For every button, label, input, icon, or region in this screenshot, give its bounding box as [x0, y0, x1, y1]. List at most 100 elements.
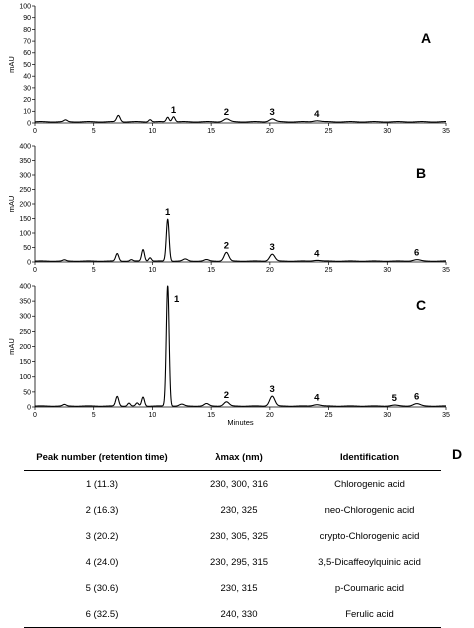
y-tick-label: 20 — [23, 97, 31, 104]
column-header-lambda-max: λmax (nm) — [180, 444, 298, 471]
table-row: 3 (20.2) 230, 305, 325 crypto-Chlorogeni… — [24, 523, 441, 549]
identification-cell: Ferulic acid — [298, 601, 441, 628]
table-row: 2 (16.3) 230, 325 neo-Chlorogenic acid — [24, 497, 441, 523]
peak-label-6: 6 — [414, 392, 419, 403]
x-tick-label: 20 — [266, 128, 274, 135]
x-tick-label: 0 — [33, 267, 37, 274]
y-tick-label: 100 — [19, 3, 31, 10]
x-tick-label: 5 — [92, 412, 96, 419]
panel-letter-b: B — [416, 165, 426, 181]
peak-label-4: 4 — [314, 109, 320, 120]
y-tick-label: 90 — [23, 15, 31, 22]
peak-label-1: 1 — [171, 105, 177, 116]
table-row: 6 (32.5) 240, 330 Ferulic acid — [24, 601, 441, 628]
x-tick-label: 20 — [266, 412, 274, 419]
y-tick-label: 30 — [23, 85, 31, 92]
x-tick-label: 0 — [33, 412, 37, 419]
y-tick-label: 60 — [23, 50, 31, 57]
panel-letter-a: A — [421, 30, 431, 46]
table-row: 1 (11.3) 230, 300, 316 Chlorogenic acid — [24, 471, 441, 498]
peak-number-cell: 1 (11.3) — [85, 478, 119, 490]
peak-label-4: 4 — [314, 248, 320, 259]
chromatogram-trace — [34, 114, 447, 123]
x-tick-label: 25 — [325, 412, 333, 419]
peak-number-cell: 5 (30.6) — [85, 582, 119, 594]
peak-label-2: 2 — [224, 390, 229, 401]
y-tick-label: 70 — [23, 39, 31, 46]
y-tick-label: 400 — [19, 283, 31, 290]
column-header-identification: Identification — [298, 444, 441, 471]
y-tick-label: 40 — [23, 74, 31, 81]
y-tick-label: 50 — [23, 389, 31, 396]
lambda-max-cell: 230, 295, 315 — [209, 556, 269, 568]
y-tick-label: 350 — [19, 158, 31, 165]
x-tick-label: 0 — [33, 128, 37, 135]
peak-label-4: 4 — [314, 393, 320, 404]
x-tick-label: 15 — [207, 412, 215, 419]
y-tick-label: 0 — [27, 259, 31, 266]
lambda-max-cell: 230, 300, 316 — [209, 478, 269, 490]
peak-identification-table-panel: Peak number (retention time) λmax (nm) I… — [0, 436, 474, 628]
peak-number-cell: 3 (20.2) — [85, 530, 119, 542]
peak-number-cell: 2 (16.3) — [85, 504, 119, 516]
identification-cell: 3,5-Dicaffeoylquinic acid — [318, 556, 421, 568]
y-tick-label: 250 — [19, 329, 31, 336]
y-axis-title: mAU — [7, 338, 16, 355]
table-row: 4 (24.0) 230, 295, 315 3,5-Dicaffeoylqui… — [24, 549, 441, 575]
identification-cell: p-Coumaric acid — [334, 582, 405, 594]
y-tick-label: 0 — [27, 120, 31, 127]
x-tick-label: 30 — [383, 267, 391, 274]
x-tick-label: 5 — [92, 128, 96, 135]
x-tick-label: 30 — [383, 128, 391, 135]
column-header-peak-number: Peak number (retention time) — [24, 444, 180, 471]
y-tick-label: 80 — [23, 27, 31, 34]
lambda-max-cell: 230, 315 — [220, 582, 258, 594]
x-tick-label: 10 — [149, 128, 157, 135]
x-tick-label: 10 — [149, 267, 157, 274]
identification-cell: neo-Chlorogenic acid — [324, 504, 415, 516]
table-header-row: Peak number (retention time) λmax (nm) I… — [24, 444, 441, 471]
y-tick-label: 300 — [19, 314, 31, 321]
peak-identification-table: Peak number (retention time) λmax (nm) I… — [24, 444, 441, 628]
peak-number-cell: 4 (24.0) — [85, 556, 119, 568]
y-axis-title: mAU — [7, 196, 16, 213]
x-tick-label: 35 — [442, 267, 450, 274]
chromatogram-trace — [34, 218, 447, 262]
x-tick-label: 5 — [92, 267, 96, 274]
x-axis-title: Minutes — [227, 418, 254, 427]
chromatogram-panel-b: 0 50 100 150 200 250 300 350 400 0 5 10 15 20 25 30 35 mA… — [7, 143, 450, 274]
y-tick-label: 100 — [19, 230, 31, 237]
x-tick-label: 10 — [149, 412, 157, 419]
y-tick-label: 50 — [23, 245, 31, 252]
identification-cell: Chlorogenic acid — [334, 478, 405, 490]
x-tick-label: 35 — [442, 412, 450, 419]
lambda-max-cell: 230, 325 — [220, 504, 258, 516]
peak-label-3: 3 — [270, 107, 275, 118]
y-tick-label: 100 — [19, 374, 31, 381]
x-tick-label: 25 — [325, 267, 333, 274]
y-axis-title: mAU — [7, 56, 16, 73]
y-tick-label: 150 — [19, 216, 31, 223]
chromatogram-trace — [34, 285, 447, 407]
panel-letter-c: C — [416, 297, 426, 313]
y-tick-label: 10 — [23, 109, 31, 116]
peak-label-1: 1 — [165, 207, 171, 218]
chromatogram-panel-a: 0 10 20 30 40 50 60 70 80 90 100 0 5 10 15 20 25 30 35 mAU 1… — [7, 3, 450, 135]
y-tick-label: 50 — [23, 62, 31, 69]
peak-label-2: 2 — [224, 107, 229, 118]
lambda-max-cell: 230, 305, 325 — [209, 530, 269, 542]
x-tick-label: 30 — [383, 412, 391, 419]
panel-letter-d: D — [452, 446, 463, 462]
peak-label-1: 1 — [174, 294, 180, 305]
y-tick-label: 200 — [19, 201, 31, 208]
x-tick-label: 35 — [442, 128, 450, 135]
lambda-max-cell: 240, 330 — [180, 601, 298, 628]
y-tick-label: 400 — [19, 143, 31, 150]
y-tick-label: 300 — [19, 172, 31, 179]
peak-label-5: 5 — [392, 393, 398, 404]
y-tick-label: 200 — [19, 344, 31, 351]
peak-label-2: 2 — [224, 240, 229, 251]
x-tick-label: 25 — [325, 128, 333, 135]
